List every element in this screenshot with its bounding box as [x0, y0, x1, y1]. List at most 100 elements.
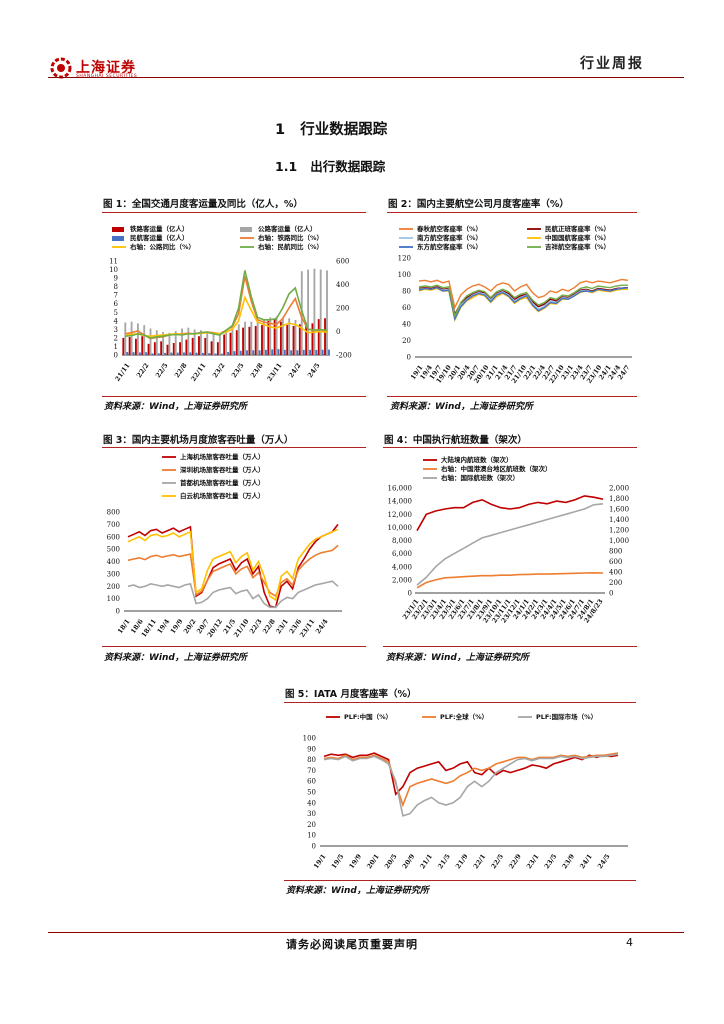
fig3-y-tick: 300: [107, 570, 120, 578]
fig1-bar: [206, 332, 209, 355]
fig3-x-tick: 22/8: [261, 617, 277, 635]
fig3-x-tick: 23/1: [274, 618, 290, 636]
fig1-bar: [309, 349, 311, 355]
fig1-bar: [269, 317, 272, 355]
fig5-y-tick: 30: [307, 810, 316, 818]
fig5-x-tick: 24/5: [596, 852, 612, 870]
fig1-bar: [162, 331, 165, 355]
fig2-y-tick: 40: [402, 321, 411, 329]
fig1-y-tick: 3: [114, 326, 118, 334]
fig3-x-tick: 24/4: [314, 617, 330, 635]
fig1-legend-label: 公路客运量（亿人）: [258, 224, 317, 233]
fig1-bar: [189, 352, 192, 355]
fig1-bar: [307, 269, 310, 355]
fig5-x-tick: 21/9: [454, 852, 470, 870]
fig1-bar: [132, 352, 135, 355]
fig5-legend-label: PLF:中国（%）: [344, 712, 392, 721]
fig4-caption: 图 4：中国执行航班数量（架次）: [384, 435, 527, 446]
fig4-y-tick: 16,000: [388, 485, 413, 493]
fig4-y-tick: 1,200: [609, 527, 629, 535]
fig1-bottom-rule: [102, 396, 366, 397]
fig1-bar: [164, 352, 167, 355]
logo-subtext: SHANGHAI SECURITIES: [76, 74, 137, 79]
fig3-y-tick: 500: [107, 546, 120, 554]
fig1-y-tick: 1: [114, 343, 118, 351]
fig1-legend-label: 右轴：民航同比（%）: [257, 242, 323, 251]
fig2-legend-label: 南方航空客座率（%）: [417, 233, 482, 242]
fig1-bar: [223, 334, 226, 355]
fig2-bottom-rule: [387, 396, 637, 397]
fig1-bar: [172, 343, 175, 355]
fig2-y-tick: 0: [407, 354, 411, 362]
fig1-bar: [176, 352, 179, 355]
fig1-bar: [246, 350, 248, 355]
fig4-legend-label: 右轴：国际航班数（架次）: [440, 473, 519, 482]
fig1-y-tick: 600: [336, 258, 349, 266]
fig1-bar: [231, 327, 234, 355]
fig4-y-tick: 12,000: [388, 511, 413, 519]
fig1-x-tick: 22/8: [173, 361, 189, 379]
fig4-y-tick: 4,000: [392, 563, 412, 571]
fig5-chart: PLF:中国（%） PLF:全球（%） PLF:国际市场（%） 0 10 20 30 40 50…: [303, 712, 628, 871]
fig4-y-tick: 14,000: [388, 498, 413, 506]
fig2-y-tick: 100: [398, 271, 411, 279]
fig1-bar: [273, 319, 276, 355]
fig1-bar: [229, 332, 232, 355]
fig5-x-tick: 22/1: [472, 853, 488, 871]
fig1-bar: [237, 324, 240, 355]
fig2-legend-label: 吉祥航空客座率（%）: [545, 242, 610, 251]
fig1-bar: [313, 268, 316, 355]
fig2-series-line: [418, 278, 629, 310]
fig3-y-tick: 200: [107, 583, 120, 591]
fig1-bar: [225, 330, 228, 355]
fig1-x-tick: 21/11: [113, 362, 131, 383]
fig1-legend-label: 右轴：公路同比（%）: [129, 242, 195, 251]
fig1-bar: [263, 319, 265, 355]
fig5-y-tick: 100: [303, 735, 316, 743]
fig1-y-tick: 400: [336, 281, 349, 289]
fig1-bar: [193, 329, 196, 355]
fig1-y-tick: 5: [114, 309, 118, 317]
fig1-bar: [183, 352, 185, 355]
fig3-x-tick: 18/1: [116, 618, 132, 636]
fig5-bottom-rule: [284, 880, 636, 881]
fig2-y-tick: 120: [398, 255, 411, 263]
fig1-bar: [227, 352, 230, 355]
fig1-bar: [311, 323, 314, 355]
fig1-bar: [319, 269, 322, 355]
fig1-series-line: [125, 276, 327, 340]
fig1-bar: [244, 321, 246, 355]
fig3-series-line: [127, 528, 339, 602]
fig2-legend-label: 春秋航空客座率（%）: [416, 224, 482, 233]
fig5-series-line: [323, 752, 619, 808]
fig1-bar: [204, 337, 207, 355]
fig1-x-tick: 23/2: [211, 362, 227, 380]
fig1-bar: [271, 349, 274, 355]
fig1-bar: [233, 351, 236, 355]
fig1-bar: [248, 326, 251, 355]
fig3-y-tick: 700: [107, 521, 120, 529]
fig1-bar: [168, 332, 171, 355]
fig2-caption: 图 2：国内主要航空公司月度客座率（%）: [388, 199, 569, 210]
fig5-x-tick: 20/9: [401, 852, 417, 870]
fig1-y-tick: 9: [114, 275, 118, 283]
fig1-bar: [258, 350, 261, 355]
fig1-bar: [160, 341, 163, 355]
fig1-bar: [275, 316, 278, 355]
fig1-bar: [286, 325, 289, 355]
logo-icon: [50, 57, 72, 79]
fig3-series-line: [127, 580, 339, 609]
fig1-bar: [267, 320, 270, 355]
fig4-series-line: [416, 503, 604, 586]
fig4-y-tick: 0: [609, 590, 613, 598]
fig1-y-tick: 8: [114, 283, 118, 291]
fig3-series-line: [127, 544, 339, 598]
fig5-y-tick: 70: [307, 767, 316, 775]
fig4-caption-rule: [383, 447, 637, 448]
fig1-bar: [126, 352, 129, 355]
fig1-bar: [326, 270, 328, 355]
fig3-legend-label: 深圳机场旅客吞吐量（万人）: [180, 465, 265, 474]
fig1-y-tick: -200: [336, 352, 352, 360]
fig3-legend-label: 首都机场旅客吞吐量（万人）: [180, 478, 265, 487]
fig3-caption-rule: [102, 447, 366, 448]
